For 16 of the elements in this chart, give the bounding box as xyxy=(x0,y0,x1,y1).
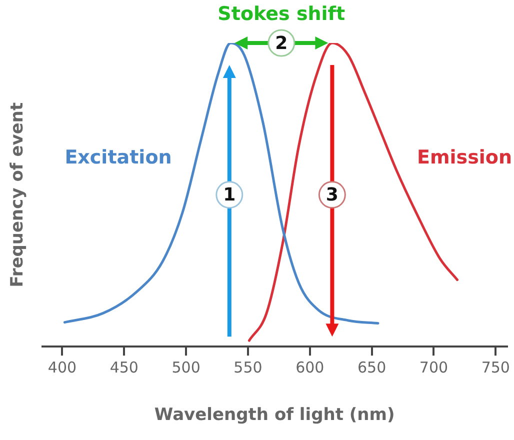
x-tick-label: 550 xyxy=(234,358,262,376)
x-tick-label: 750 xyxy=(481,358,510,376)
text: Stokes shift xyxy=(218,2,346,25)
x-tick-label: 500 xyxy=(172,358,200,376)
x-tick-label: 400 xyxy=(48,358,77,376)
x-tick-label: 650 xyxy=(357,358,386,376)
series-label: Emission xyxy=(417,146,512,168)
x-tick-label: 600 xyxy=(296,358,324,376)
annotation: 2 xyxy=(275,32,288,54)
x-tick-label: 450 xyxy=(110,358,138,376)
annotation: 1 xyxy=(223,184,236,206)
annotation: 3 xyxy=(326,184,338,206)
series-label: Excitation xyxy=(64,146,172,168)
x-axis-title: Wavelength of light (nm) xyxy=(154,405,395,426)
y-axis-title: Frequency of event xyxy=(8,102,28,288)
x-tick-label: 700 xyxy=(419,358,448,376)
